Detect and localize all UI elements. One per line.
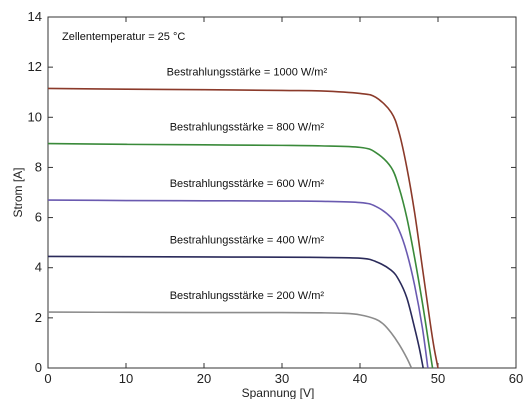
- y-tick-label: 8: [35, 159, 42, 174]
- x-tick-label: 60: [509, 371, 523, 386]
- y-tick-label: 10: [28, 109, 42, 124]
- y-tick-label: 14: [28, 9, 42, 24]
- series-line-3: [47, 199, 429, 369]
- series-line-2: [47, 142, 434, 369]
- y-tick-label: 2: [35, 310, 42, 325]
- y-axis-label: Strom [A]: [11, 167, 25, 217]
- x-tick-label: 10: [119, 371, 133, 386]
- series-line-4: [47, 255, 424, 369]
- series-line-1: [47, 87, 439, 369]
- plot-area: 0 10 20 30 40 50 60 0 2 4 6 8 10 12 14 Spannung [V] Stro…: [11, 9, 523, 399]
- x-tick-label: 50: [431, 371, 445, 386]
- y-tick-label: 4: [35, 260, 42, 275]
- series-label-3: Bestrahlungsstärke = 600 W/m²: [170, 178, 325, 190]
- series-label-5: Bestrahlungsstärke = 200 W/m²: [170, 290, 325, 302]
- x-tick-label: 40: [353, 371, 367, 386]
- x-tick-label: 30: [275, 371, 289, 386]
- y-tick-label: 0: [35, 360, 42, 375]
- series-label-4: Bestrahlungsstärke = 400 W/m²: [170, 234, 325, 246]
- series-label-2: Bestrahlungsstärke = 800 W/m²: [170, 122, 325, 134]
- series-line-5: [47, 311, 413, 369]
- temperature-annotation: Zellentemperatur = 25 °C: [62, 31, 185, 43]
- x-axis-label: Spannung [V]: [242, 386, 315, 399]
- y-tick-label: 6: [35, 210, 42, 225]
- series-label-1: Bestrahlungsstärke = 1000 W/m²: [167, 66, 328, 78]
- x-tick-label: 0: [44, 371, 51, 386]
- x-tick-label: 20: [197, 371, 211, 386]
- y-tick-label: 12: [28, 59, 42, 74]
